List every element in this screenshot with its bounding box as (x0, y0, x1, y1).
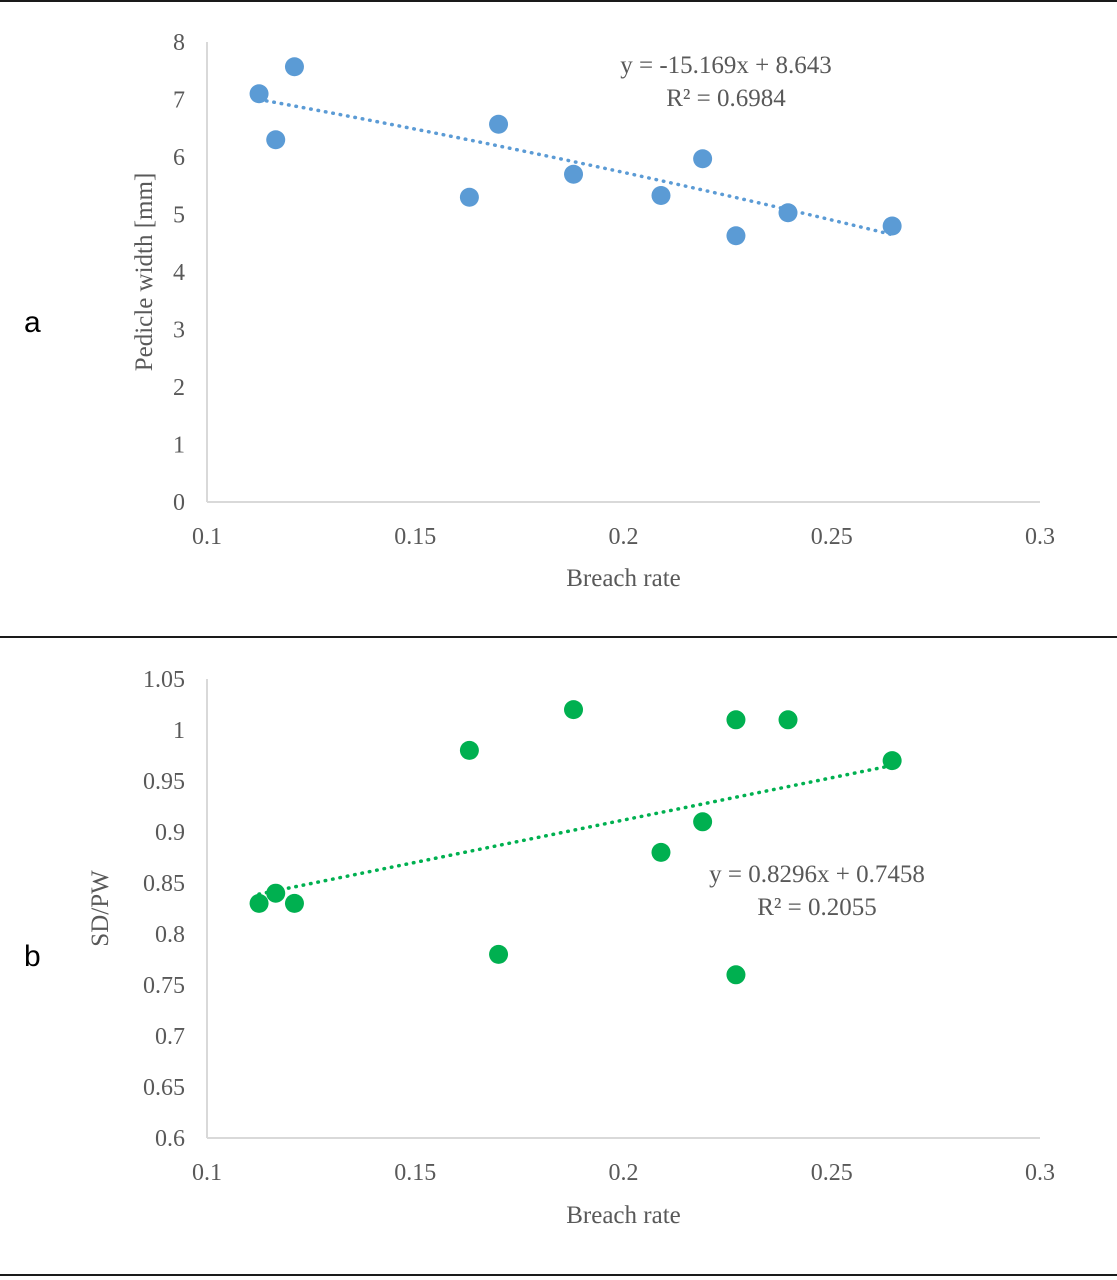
chart-a-y-tick-label: 6 (173, 145, 185, 171)
chart-b-data-point (284, 893, 304, 913)
chart-b-data-point (651, 842, 671, 862)
chart-b-y-tick-label: 0.65 (143, 1075, 185, 1101)
chart-b-trendline (257, 763, 894, 896)
chart-a-data-point (651, 186, 671, 206)
chart-a-data-point (489, 114, 509, 134)
top-rule (0, 0, 1117, 2)
chart-a-x-tick-label: 0.1 (192, 524, 222, 550)
chart-a-y-tick-label: 5 (173, 203, 185, 229)
chart-b-y-tick-label: 0.6 (155, 1126, 185, 1152)
chart-b-data-point (778, 710, 798, 730)
chart-b-y-tick-label: 0.8 (155, 922, 185, 948)
chart-b-data-point (726, 710, 746, 730)
chart-a-x-tick-label: 0.2 (609, 524, 639, 550)
chart-a-y-axis-title: Pedicle width [mm] (131, 173, 158, 372)
chart-a-equation-label: y = -15.169x + 8.643 (620, 52, 832, 79)
chart-b-x-tick-label: 0.25 (811, 1160, 853, 1186)
chart-b-y-tick-label: 1 (173, 718, 185, 744)
chart-b-data-point (882, 751, 902, 771)
chart-a-y-tick-label: 3 (173, 318, 185, 344)
chart-b-data-point (693, 812, 713, 832)
chart-a-data-point (459, 187, 479, 207)
chart-a-data-point (249, 84, 269, 104)
chart-a-y-tick-label: 8 (173, 30, 185, 56)
chart-a-x-axis-title: Breach rate (566, 565, 681, 592)
chart-a-data-point (564, 164, 584, 184)
chart-b-data-point (564, 700, 584, 720)
chart-a-x-tick-label: 0.3 (1025, 524, 1055, 550)
chart-b-r-squared-label: R² = 0.2055 (757, 894, 877, 921)
middle-rule (0, 636, 1117, 638)
chart-b-equation-label: y = 0.8296x + 0.7458 (709, 861, 925, 888)
chart-a-data-point (266, 130, 286, 150)
chart-a-data-point (882, 216, 902, 236)
chart-a-y-tick-label: 4 (173, 260, 185, 286)
chart-a-x-tick-label: 0.15 (394, 524, 436, 550)
chart-b-y-tick-label: 0.85 (143, 871, 185, 897)
chart-a-r-squared-label: R² = 0.6984 (666, 85, 786, 112)
chart-a-trendline (257, 97, 894, 237)
chart-a-y-tick-label: 7 (173, 88, 185, 114)
chart-b-y-tick-label: 1.05 (143, 667, 185, 693)
chart-a-y-tick-label: 0 (173, 490, 185, 516)
chart-b-x-axis-title: Breach rate (566, 1202, 681, 1229)
chart-b-y-tick-label: 0.75 (143, 973, 185, 999)
panel-label-a: a (24, 306, 41, 339)
panel-label-b: b (24, 940, 41, 973)
chart-a-data-point (726, 226, 746, 246)
chart-a-data-point (284, 57, 304, 77)
chart-a-data-point (693, 149, 713, 169)
chart-a-y-tick-label: 1 (173, 433, 185, 459)
chart-b-x-tick-label: 0.1 (192, 1160, 222, 1186)
chart-a-y-tick-label: 2 (173, 375, 185, 401)
chart-b-x-tick-label: 0.3 (1025, 1160, 1055, 1186)
chart-b-data-point (489, 944, 509, 964)
chart-b-x-tick-label: 0.2 (609, 1160, 639, 1186)
chart-b-data-point (249, 893, 269, 913)
chart-b-y-tick-label: 0.9 (155, 820, 185, 846)
chart-b-y-tick-label: 0.7 (155, 1024, 185, 1050)
chart-a-data-point (778, 203, 798, 223)
chart-a-x-tick-label: 0.25 (811, 524, 853, 550)
bottom-rule (0, 1274, 1117, 1276)
chart-b-data-point (726, 965, 746, 985)
chart-b-y-axis-title: SD/PW (87, 870, 114, 947)
chart-b-data-point (459, 740, 479, 760)
chart-b-y-tick-label: 0.95 (143, 769, 185, 795)
chart-b-data-point (266, 883, 286, 903)
chart-b-x-tick-label: 0.15 (394, 1160, 436, 1186)
